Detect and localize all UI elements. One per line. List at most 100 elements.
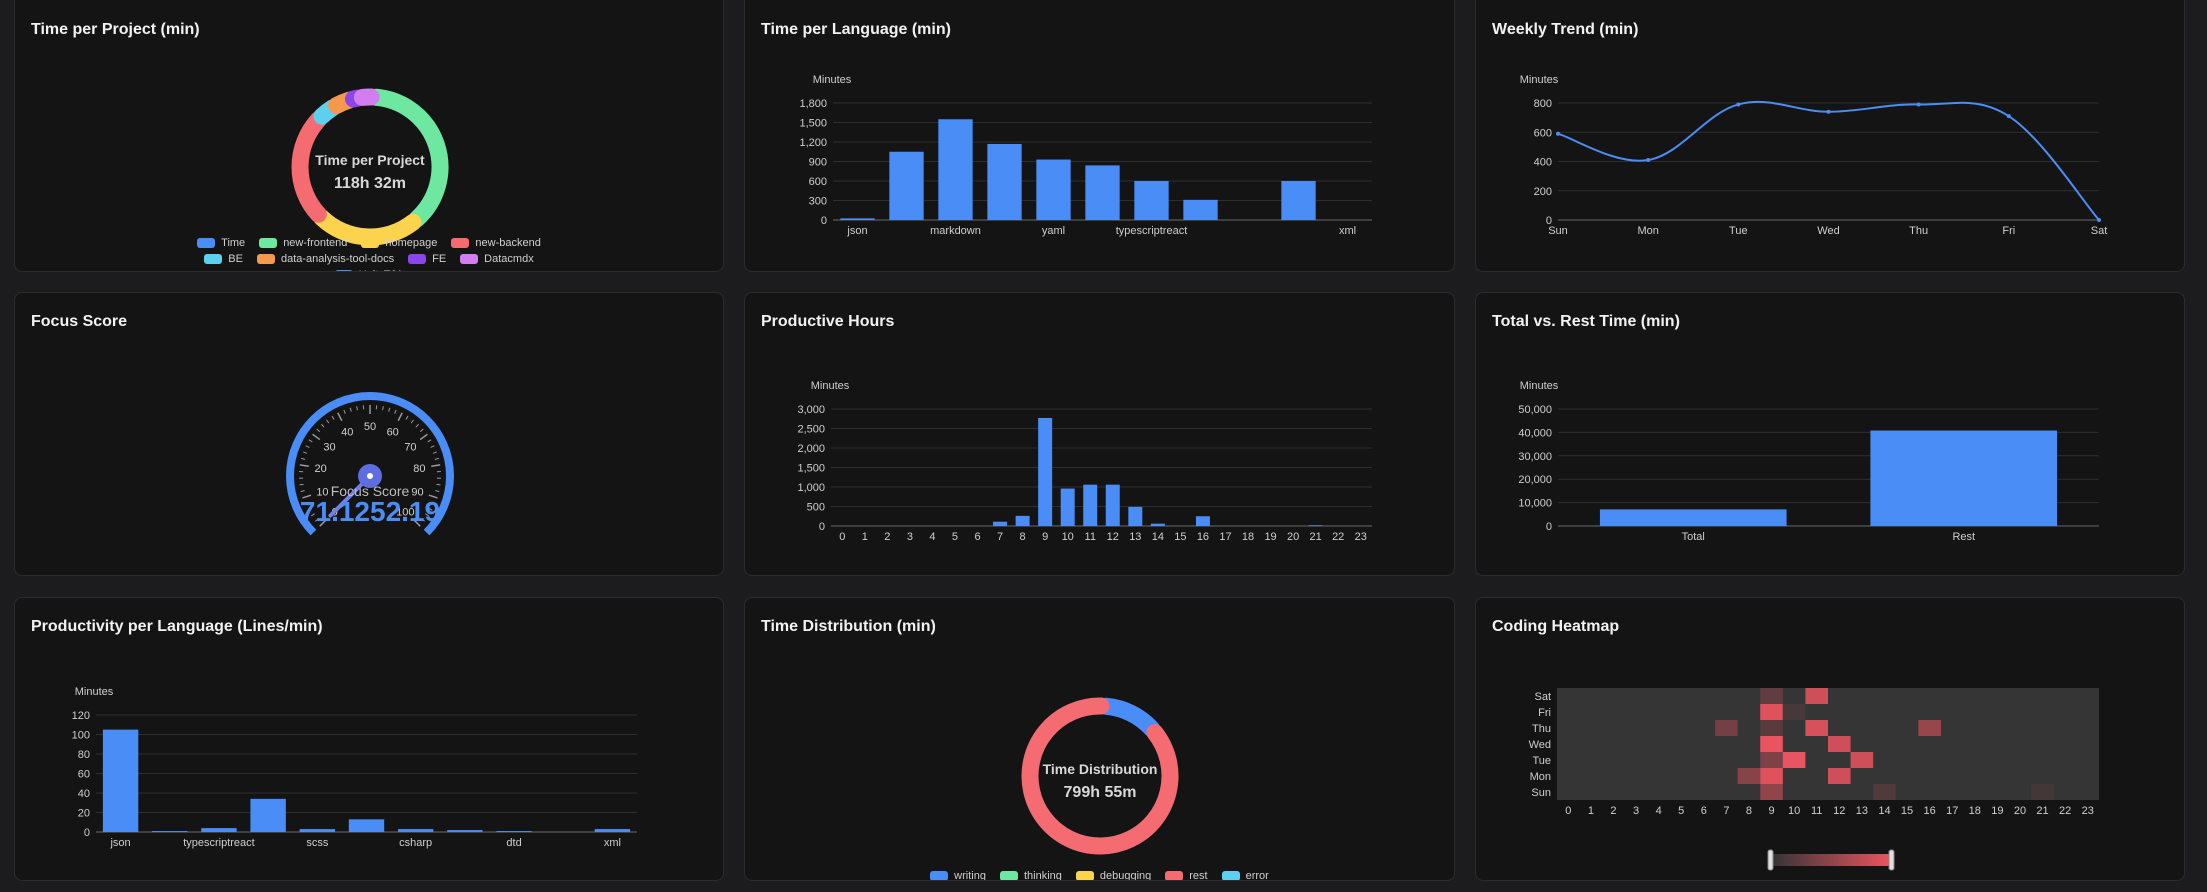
gauge-minor-tick (307, 507, 312, 511)
legend-swatch (256, 254, 275, 264)
bar (938, 119, 973, 220)
heatmap-cell (1805, 720, 1828, 736)
bar (496, 831, 532, 832)
legend-item[interactable]: data-analysis-tool-docs (256, 253, 394, 265)
y-tick-label: 0 (821, 215, 827, 227)
data-point (1826, 109, 1831, 114)
bar (201, 828, 237, 832)
x-tick-label: 7 (997, 531, 1003, 543)
bar (1308, 525, 1323, 526)
x-tick-label: 9 (1042, 531, 1048, 543)
gauge-minor-tick (326, 419, 330, 424)
x-tick-label: 8 (1746, 805, 1752, 817)
legend-item[interactable]: Datacmdx (460, 253, 534, 265)
visualmap-handle-max[interactable] (1888, 849, 1895, 871)
x-tick-label: Tue (1729, 225, 1748, 237)
heatmap-cell (1760, 704, 1783, 720)
y-tick-label: 1,200 (799, 137, 827, 149)
gauge-minor-tick (321, 423, 325, 428)
y-tick-label: 2,000 (797, 443, 825, 455)
bar (299, 829, 336, 832)
y-tick-label: 400 (1534, 157, 1552, 169)
gauge-minor-tick (394, 409, 397, 414)
bar (1083, 484, 1098, 526)
x-tick-label: 0 (839, 531, 845, 543)
legend-label: Time (221, 237, 246, 249)
bar (1195, 516, 1210, 526)
bar (1150, 523, 1165, 526)
card-title: Weekly Trend (min) (1492, 21, 1639, 38)
gauge-minor-tick (419, 428, 424, 433)
y-tick-label: Fri (1538, 707, 1551, 719)
gauge-arc (286, 392, 454, 536)
legend-swatch (259, 238, 278, 248)
y-tick-label: 60 (78, 769, 90, 781)
gauge-tick-label: 30 (323, 442, 335, 454)
x-tick-label: 5 (1678, 805, 1684, 817)
x-tick-label: typescriptreact (1116, 225, 1188, 237)
y-tick-label: 0 (1546, 521, 1552, 533)
y-tick-label: 300 (809, 196, 827, 208)
x-tick-label: 10 (1062, 531, 1074, 543)
y-tick-label: Sun (1531, 787, 1551, 799)
card-title: Time per Project (min) (31, 21, 200, 38)
x-tick-label: Rest (1952, 531, 1975, 543)
x-tick-label: 15 (1174, 531, 1186, 543)
x-tick-label: 18 (1242, 531, 1254, 543)
bar (397, 829, 434, 832)
legend-item[interactable]: writing (930, 870, 986, 880)
bar (987, 143, 1022, 220)
bar (1134, 181, 1169, 220)
gauge-tick-label: 100 (396, 506, 414, 518)
y-tick-label: Thu (1532, 723, 1551, 735)
legend-item[interactable]: rest (1165, 870, 1208, 880)
gauge-minor-tick (303, 451, 308, 454)
legend-item[interactable]: debugging (1075, 870, 1151, 880)
bar (1183, 199, 1218, 220)
gauge-major-tick (419, 433, 428, 441)
x-tick-label: 13 (1856, 805, 1868, 817)
gauge-minor-tick (305, 445, 310, 448)
gauge-minor-tick (299, 483, 304, 486)
card-title: Productive Hours (761, 313, 895, 330)
gauge-minor-tick (430, 445, 435, 448)
bar (348, 819, 385, 832)
x-tick-label: 7 (1723, 805, 1729, 817)
gauge-minor-tick (301, 457, 306, 460)
card-time-per-language: Time per Language (min) Minutes 0 300 600 90… (744, 0, 1455, 272)
x-tick-label: Total (1682, 531, 1705, 543)
legend-item[interactable]: new-frontend (259, 237, 347, 249)
heatmap-cell (1760, 752, 1783, 768)
gauge-major-tick (312, 433, 321, 441)
legend-item[interactable]: FE (408, 253, 446, 265)
card-title: Productivity per Language (Lines/min) (31, 618, 323, 635)
gauge-major-tick (397, 412, 403, 422)
x-tick-label: 23 (1355, 531, 1367, 543)
pie-slice (367, 88, 449, 228)
bar (594, 829, 631, 832)
legend-label: error (1245, 870, 1269, 881)
gauge-minor-tick (310, 513, 315, 517)
chart-project: Time per Project 118h 32m (291, 88, 449, 246)
x-tick-label: 3 (907, 531, 913, 543)
gauge-minor-tick (382, 406, 384, 411)
x-tick-label: Sun (1548, 225, 1568, 237)
x-tick-label: xml (1339, 225, 1356, 237)
gauge-minor-tick (405, 415, 409, 420)
legend-item[interactable]: Time (197, 237, 245, 249)
legend-item[interactable]: homepage (361, 237, 437, 249)
gauge-minor-tick (432, 451, 437, 454)
legend-item[interactable]: UnityTJA (334, 269, 403, 271)
bar (102, 729, 139, 832)
x-tick-label: 8 (1020, 531, 1026, 543)
chart-language: Minutes 0 300 600 900 1,200 1,500 1,800 json mark… (799, 74, 1372, 237)
y-tick-label: 800 (1534, 98, 1552, 110)
legend-item[interactable]: BE (204, 253, 243, 265)
legend-item[interactable]: thinking (999, 870, 1062, 880)
bar (1281, 181, 1316, 220)
visualmap-handle-min[interactable] (1767, 849, 1774, 871)
gauge-minor-tick (425, 513, 430, 517)
legend-item[interactable]: error (1221, 870, 1269, 881)
gauge-tick-label: 50 (364, 421, 376, 433)
legend-item[interactable]: new-backend (451, 237, 541, 249)
